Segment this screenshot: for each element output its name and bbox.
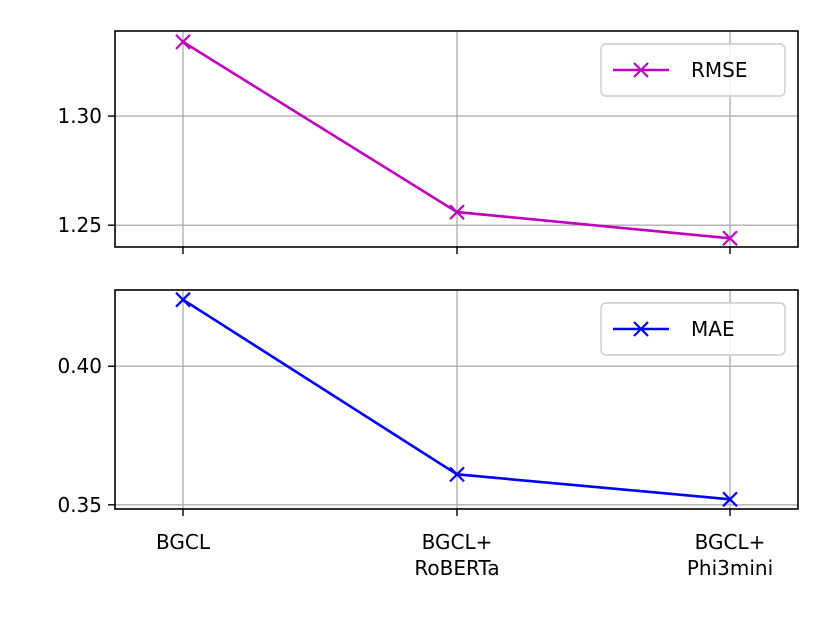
x-tick-label: BGCL+ Phi3mini [687, 530, 773, 580]
y-tick-label: 1.30 [57, 104, 102, 128]
legend-box [600, 43, 786, 97]
legend: RMSE [600, 43, 786, 97]
legend-marker [633, 62, 649, 78]
data-point [449, 466, 465, 483]
data-point [722, 230, 738, 247]
legend-marker [633, 321, 649, 337]
data-point [175, 34, 191, 50]
y-tick-label: 0.40 [57, 354, 102, 378]
data-point [175, 291, 191, 308]
subplot-2: 0.35 0.40 BGCL BGCL+ RoBERTa BGCL+ Phi3mini MAE [57, 289, 799, 580]
legend-box [600, 302, 786, 356]
data-point [449, 204, 465, 220]
x-tick-label: BGCL+ RoBERTa [414, 530, 499, 580]
legend-label: RMSE [691, 58, 747, 82]
axes-frame [114, 289, 799, 510]
legend: MAE [600, 302, 786, 356]
subplot-1: 1.25 1.30 RMSE [57, 30, 799, 254]
y-tick-label: 0.35 [57, 493, 102, 517]
legend-label: MAE [691, 317, 735, 341]
axes-frame [114, 30, 799, 248]
data-point [722, 491, 738, 508]
y-tick-label: 1.25 [57, 213, 102, 237]
x-tick-label: BGCL [156, 530, 211, 554]
